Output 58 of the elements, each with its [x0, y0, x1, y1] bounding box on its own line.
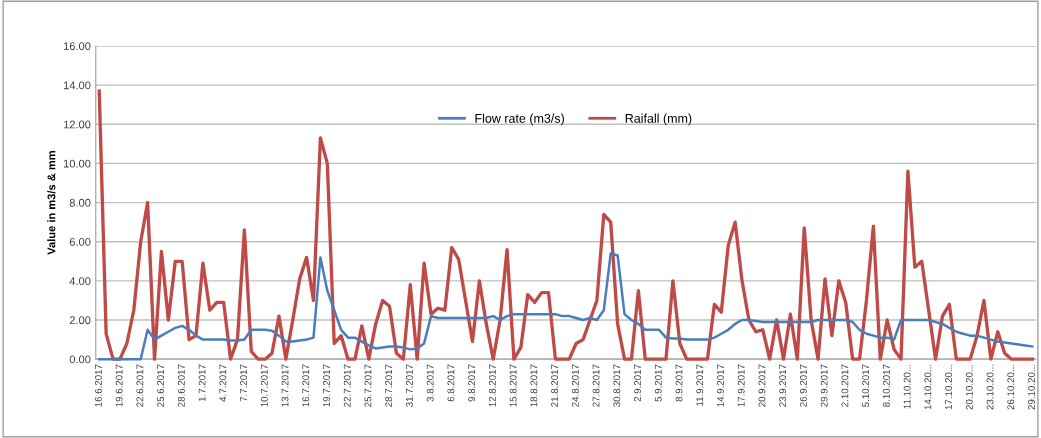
x-tick-label: 24.8.2017: [571, 364, 579, 407]
x-tick-label: 29.9.2017: [820, 364, 828, 407]
y-tick-label: 10.00: [63, 159, 91, 168]
x-tick-label: 31.7.2017: [405, 364, 413, 407]
x-tick-label: 25.6.2017: [157, 364, 165, 407]
x-tick-label: 20.9.2017: [758, 364, 766, 407]
x-tick-label: 14.9.2017: [717, 364, 724, 407]
x-tick-label: 12.8.2017: [488, 364, 496, 407]
y-tick-label: 16.00: [63, 42, 91, 51]
x-tick-label: 25.7.2017: [364, 364, 372, 407]
x-tick-label: 28.6.2017: [177, 364, 185, 407]
y-tick-label: 0.00: [69, 355, 91, 364]
x-tick-label: 3.8.2017: [426, 364, 434, 402]
x-tick-label: 22.7.2017: [343, 364, 351, 407]
x-tick-label: 5.9.2017: [654, 364, 662, 402]
x-tick-label: 10.7.2017: [260, 364, 268, 407]
x-tick-label: 8.9.2017: [675, 364, 683, 402]
x-tick-label: 13.7.2017: [281, 364, 289, 407]
x-tick-label: 11.10.20...: [903, 364, 911, 409]
x-tick-label: 30.8.2017: [613, 364, 621, 407]
x-tick-label: 9.8.2017: [468, 364, 476, 402]
y-tick-label: 8.00: [69, 198, 91, 207]
x-tick-label: 6.8.2017: [447, 364, 455, 402]
x-tick-label: 27.8.2017: [592, 364, 600, 407]
y-tick-label: 14.00: [63, 81, 91, 90]
x-tick-label: 26.9.2017: [799, 364, 807, 407]
x-tick-label: 17.10.20...: [945, 364, 953, 410]
x-tick-label: 4.7.2017: [219, 364, 227, 402]
legend-label: Flow rate (m3/s): [475, 113, 564, 126]
y-tick-label: 12.00: [63, 120, 91, 129]
x-tick-label: 7.7.2017: [240, 364, 247, 402]
x-tick-label: 22.6.2017: [136, 364, 144, 407]
x-tick-label: 18.8.2017: [530, 364, 538, 407]
x-tick-label: 5.10.2017: [862, 364, 870, 407]
x-tick-label: 29.10.20...: [1028, 364, 1035, 410]
y-tick-label: 2.00: [69, 316, 91, 325]
x-tick-label: 16.7.2017: [302, 364, 310, 407]
x-tick-label: 14.10.20...: [924, 364, 932, 410]
x-tick-label: 8.10.2017: [882, 364, 890, 407]
y-tick-label: 6.00: [69, 237, 91, 246]
x-tick-label: 11.9.2017: [696, 364, 704, 406]
x-tick-label: 1.7.2017: [198, 364, 206, 402]
x-tick-label: 16.6.2017: [94, 364, 102, 407]
x-tick-label: 15.8.2017: [509, 364, 517, 407]
x-tick-label: 23.10.20...: [986, 364, 994, 410]
y-axis-title: Value in m3/s & mm: [47, 151, 56, 255]
x-tick-label: 2.9.2017: [634, 364, 641, 402]
x-tick-label: 19.7.2017: [323, 364, 330, 407]
x-tick-label: 28.7.2017: [385, 364, 393, 407]
y-tick-label: 4.00: [69, 277, 91, 285]
x-tick-label: 23.9.2017: [779, 364, 787, 407]
x-tick-label: 20.10.20...: [965, 364, 973, 410]
x-tick-label: 21.8.2017: [551, 364, 559, 407]
x-tick-label: 26.10.20...: [1007, 364, 1015, 410]
x-tick-label: 19.6.2017: [115, 364, 123, 407]
x-tick-label: 2.10.2017: [841, 364, 849, 407]
x-tick-label: 17.9.2017: [737, 364, 745, 407]
legend-label: Raifall (mm): [625, 113, 692, 126]
